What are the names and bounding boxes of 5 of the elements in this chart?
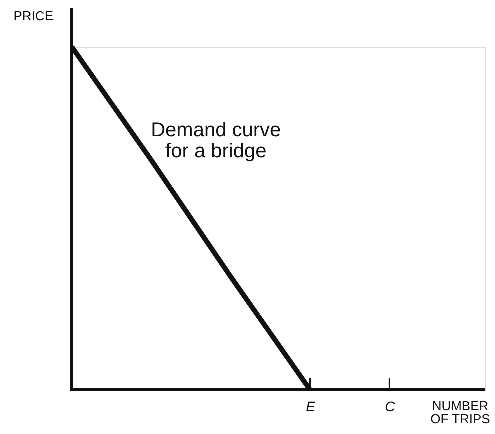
y-axis-title: PRICE xyxy=(14,8,54,24)
series-label: Demand curve for a bridge xyxy=(151,120,282,162)
x-tick-label: E xyxy=(306,398,316,414)
x-tick-label: C xyxy=(385,398,396,414)
x-axis-title: NUMBER OF TRIPS xyxy=(430,398,491,426)
